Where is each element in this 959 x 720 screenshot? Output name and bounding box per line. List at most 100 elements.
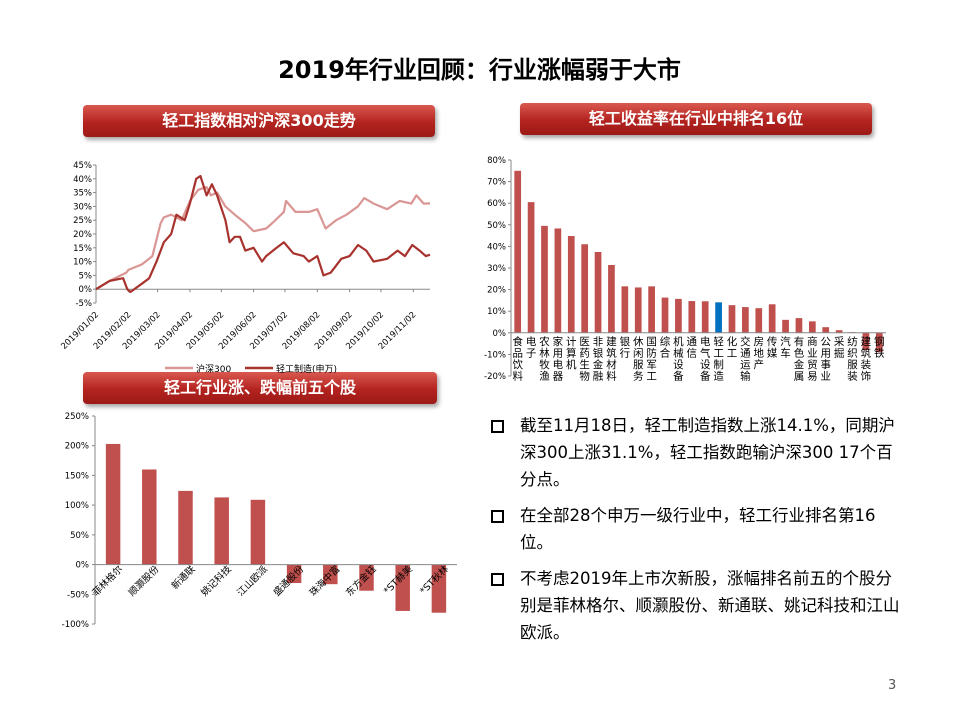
x-category-label: 休闲服务 <box>633 336 644 383</box>
y-tick-label: 5% <box>79 271 93 281</box>
y-tick-label: 0% <box>76 561 90 571</box>
x-category-label: 非银金融 <box>593 336 604 383</box>
square-bullet-icon <box>491 420 504 433</box>
x-category-label: 机械设备 <box>673 335 684 383</box>
x-category-label: 采掘 <box>834 336 845 360</box>
x-category-label: 银行 <box>620 335 631 360</box>
bar-盛通股份 <box>286 564 302 583</box>
x-category-label: 计算机 <box>566 335 577 371</box>
bar-chart-industry-returns: -20% -10% 0% 10% 20% 30% 40% 50% 60% 70% 80% 食品饮料电子… <box>484 156 886 383</box>
bar-汽车 <box>782 319 789 333</box>
page-number: 3 <box>888 678 897 693</box>
series-line-light-industry <box>95 174 431 294</box>
bar-银行 <box>621 286 629 333</box>
y-tick-label: 0% <box>79 285 93 295</box>
bar-*ST赫美 <box>395 564 410 611</box>
bar-非银金融 <box>594 252 602 333</box>
x-category-label: 电子 <box>526 335 537 360</box>
x-category-label: 食品饮料 <box>512 335 523 383</box>
bar-电气设备 <box>701 301 709 333</box>
y-tick-label: 45% <box>73 161 92 171</box>
x-category-label: 通信 <box>687 336 698 360</box>
y-tick-label: 40% <box>73 175 92 185</box>
x-category-label: 化工 <box>727 335 738 360</box>
x-category-label: 江山欧派 <box>235 563 271 599</box>
bar-江山欧派 <box>250 499 266 565</box>
x-category-label: 钢铁 <box>874 335 885 360</box>
x-category-label: 房地产 <box>754 335 765 371</box>
bar-机械设备 <box>675 298 682 333</box>
y-tick-label: 30% <box>487 264 506 274</box>
bar-菲林格尔 <box>105 443 121 565</box>
x-category-label: 交通运输 <box>740 335 751 383</box>
bar-国防军工 <box>648 286 655 333</box>
bar-电子 <box>527 202 535 333</box>
bar-综合 <box>661 297 669 333</box>
y-tick-label: 15% <box>73 244 92 254</box>
bullet-text: 在全部28个申万一级行业中，轻工行业排名第16位。 <box>520 506 876 552</box>
y-tick-label: 250% <box>65 412 89 422</box>
bar-珠海中富 <box>323 564 338 585</box>
y-tick-label: 35% <box>73 189 92 199</box>
square-bullet-icon <box>491 510 504 523</box>
bar-钢铁 <box>875 332 883 353</box>
legend-label: 沪深300 <box>196 363 231 375</box>
x-category-label: 商业贸易 <box>807 335 818 383</box>
bullet-item: 截至11月18日，轻工制造指数上涨14.1%，同期沪深300上涨31.1%，轻工… <box>490 412 900 493</box>
y-tick-label: 20% <box>487 286 506 296</box>
x-category-label: 建筑材料 <box>606 335 617 383</box>
y-tick-label: -10% <box>484 350 506 360</box>
y-tick-label: 25% <box>73 216 92 226</box>
series-line-hs300 <box>95 185 431 291</box>
y-tick-label: 0% <box>493 329 507 339</box>
x-category-label: 建筑装饰 <box>861 335 872 383</box>
banner-industry-ranking: 轻工收益率在行业中排名16位 <box>520 103 872 135</box>
x-category-label: 汽车 <box>780 335 791 360</box>
y-tick-label: 10% <box>73 258 92 268</box>
bar-计算机 <box>567 236 575 333</box>
x-category-label: 公用事业 <box>820 336 831 383</box>
bullet-text: 不考虑2019年上市次新股，涨幅排名前五的个股分别是菲林格尔、顺灏股份、新通联、… <box>520 569 900 642</box>
bar-通信 <box>688 301 696 333</box>
x-category-label: 综合 <box>660 335 671 360</box>
y-tick-label: -20% <box>484 372 506 382</box>
bar-医药生物 <box>581 244 589 333</box>
bar-chart-top-stocks: -100%-50%0%50%100%150%200%250%菲林格尔 顺灏股份 新通… <box>62 412 457 630</box>
bar-食品饮料 <box>514 170 522 333</box>
slide-title: 2019年行业回顾：行业涨幅弱于大市 <box>278 56 681 84</box>
square-bullet-icon <box>491 573 504 586</box>
bullet-list: 截至11月18日，轻工制造指数上涨14.1%，同期沪深300上涨31.1%，轻工… <box>490 412 900 655</box>
bar-顺灏股份 <box>142 469 157 565</box>
bar-传媒 <box>768 304 776 333</box>
y-tick-label: 20% <box>73 230 92 240</box>
x-category-label: 医药生物 <box>579 336 590 383</box>
bar-交通运输 <box>742 307 749 333</box>
x-category-label: 传媒 <box>767 336 778 360</box>
line-chart-relative-trend: -5%0%5%10%15%20%25%30%35%40%45%2019/01/0… <box>59 161 431 375</box>
y-tick-label: -5% <box>75 299 92 309</box>
x-category-label: 顺灏股份 <box>126 563 162 599</box>
bullet-item: 不考虑2019年上市次新股，涨幅排名前五的个股分别是菲林格尔、顺灏股份、新通联、… <box>490 565 900 646</box>
x-category-label: 家用电器 <box>553 335 564 383</box>
y-tick-label: 80% <box>487 156 506 166</box>
bar-化工 <box>728 305 736 333</box>
y-tick-label: 100% <box>65 501 89 511</box>
bar-东方金钰 <box>359 564 374 591</box>
bar-公用事业 <box>822 327 830 333</box>
y-tick-label: 30% <box>73 202 92 212</box>
y-tick-label: 50% <box>487 221 506 231</box>
legend-label: 轻工制造(申万) <box>276 363 337 375</box>
x-category-label: 电气设备 <box>700 335 711 383</box>
bullet-item: 在全部28个申万一级行业中，轻工行业排名第16位。 <box>490 502 900 556</box>
y-tick-label: -100% <box>62 620 89 630</box>
y-tick-label: 40% <box>487 242 506 252</box>
x-category-label: 有色金属 <box>794 335 805 383</box>
bar-*ST秋林 <box>431 564 447 613</box>
y-tick-label: 10% <box>487 307 506 317</box>
y-tick-label: 150% <box>65 471 89 481</box>
y-tick-label: 50% <box>70 531 89 541</box>
bar-建筑装饰 <box>862 332 870 351</box>
y-tick-label: 200% <box>65 442 89 452</box>
bullet-text: 截至11月18日，轻工制造指数上涨14.1%，同期沪深300上涨31.1%，轻工… <box>520 416 895 489</box>
bar-房地产 <box>755 308 763 333</box>
